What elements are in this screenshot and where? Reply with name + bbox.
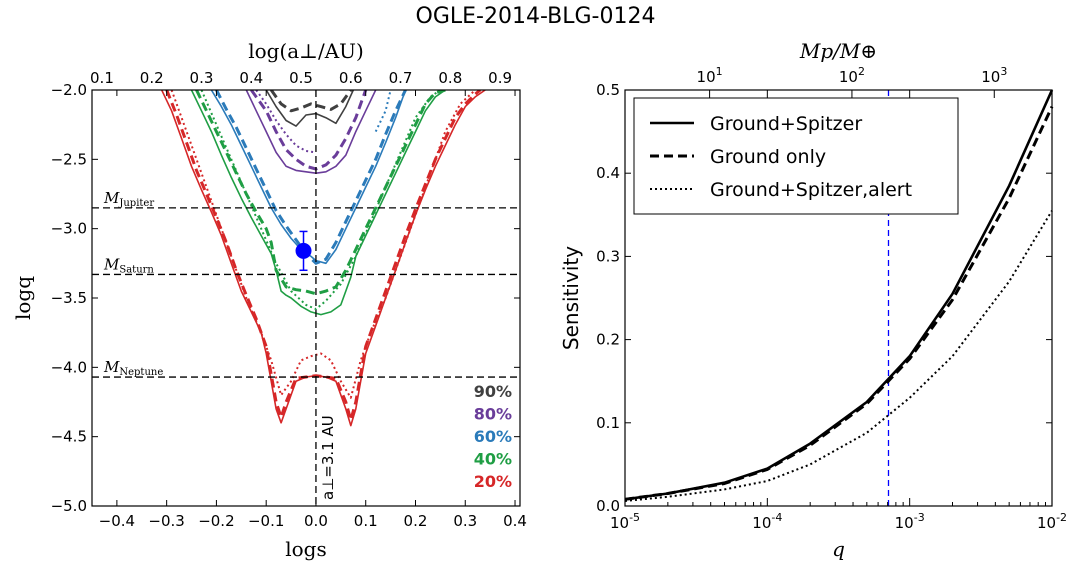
left-plot-frame — [91, 89, 521, 507]
contour-line-90pct-solid-0 — [265, 90, 355, 127]
x-tick-label: 0.1 — [354, 512, 378, 530]
left-series-group — [160, 90, 486, 427]
top-axis-label: Mp/M⊕ — [799, 39, 877, 63]
top-tick-label: 0.4 — [239, 69, 263, 87]
y-tick-label: −2.5 — [51, 150, 87, 168]
figure-title: OGLE-2014-BLG-0124 — [415, 4, 656, 29]
legend-label: Ground+Spitzer,alert — [710, 179, 912, 201]
y-axis-label: Sensitivity — [559, 246, 583, 350]
legend-label-20pct: 20% — [474, 472, 512, 491]
x-tick-label: 0.2 — [404, 512, 428, 530]
x-tick-label: 10-2 — [1037, 511, 1067, 532]
x-axis-label: q — [832, 537, 845, 561]
top-tick-label: 0.6 — [339, 69, 363, 87]
y-axis-label: logq — [11, 276, 35, 320]
y-tick-label: 0.1 — [596, 414, 620, 432]
y-tick-label: 0.3 — [596, 247, 620, 265]
right-plot-frame — [624, 89, 1053, 507]
top-tick-label: 102 — [839, 65, 865, 86]
contour-line-80pct-solid-2 — [245, 90, 377, 174]
top-tick-label: 0.2 — [140, 69, 164, 87]
separation-label: a⊥=3.1 AU — [319, 415, 337, 500]
top-tick-label: 0.1 — [90, 69, 114, 87]
sensitivity-line-dotted — [624, 210, 1053, 502]
y-tick-label: −3.0 — [51, 220, 87, 238]
y-tick-label: 0.0 — [596, 497, 620, 515]
contour-line-20pct-dotted-13 — [170, 90, 476, 399]
contour-line-20pct-dashed-12 — [165, 90, 482, 422]
contour-line-80pct-dashed-3 — [250, 90, 368, 171]
top-tick-label: 0.3 — [190, 69, 214, 87]
contour-line-40pct-dashed-9 — [195, 90, 446, 296]
y-tick-label: 0.5 — [596, 81, 620, 99]
x-tick-label: −0.1 — [248, 512, 284, 530]
left-plot: MJupiter MSaturn MNeptune a⊥=3.1 AU −0.4 −0.3… — [11, 39, 527, 561]
legend-label: Ground only — [710, 146, 826, 168]
x-tick-label: 0.3 — [453, 512, 477, 530]
legend-label: Ground+Spitzer — [710, 113, 862, 135]
planet-point-marker — [295, 242, 312, 259]
y-tick-label: −4.0 — [51, 358, 87, 376]
top-tick-label: 0.9 — [488, 69, 512, 87]
legend: Ground+Spitzer Ground only Ground+Spitzer,… — [633, 97, 959, 215]
top-tick-label: 0.8 — [438, 69, 462, 87]
legend-label-80pct: 80% — [474, 405, 512, 424]
contour-line-40pct-solid-8 — [190, 90, 446, 316]
reference-label-saturn: MSaturn — [103, 255, 154, 275]
y-tick-label: 0.2 — [596, 331, 620, 349]
x-tick-label: 10-3 — [895, 511, 925, 532]
legend-label-40pct: 40% — [474, 450, 512, 469]
y-tick-label: −4.5 — [51, 428, 87, 446]
top-tick-label: 0.5 — [289, 69, 313, 87]
right-plot: 0.0 0.1 0.2 0.3 0.4 0.5 10-5 10-4 10-3 10-2 101 102… — [559, 39, 1067, 561]
x-tick-label: 10-4 — [752, 511, 782, 532]
contour-line-90pct-dashed-1 — [269, 90, 353, 113]
x-tick-label: 0.0 — [304, 512, 328, 530]
y-tick-label: −5.0 — [51, 497, 87, 515]
legend-label-90pct: 90% — [474, 382, 512, 401]
contour-line-60pct-dotted-7 — [374, 90, 392, 133]
contour-line-20pct-solid-11 — [160, 90, 486, 427]
x-tick-label: −0.3 — [148, 512, 184, 530]
x-tick-label: −0.4 — [99, 512, 135, 530]
x-tick-label: −0.2 — [198, 512, 234, 530]
top-tick-label: 0.7 — [389, 69, 413, 87]
y-tick-label: −3.5 — [51, 289, 87, 307]
legend-box — [633, 97, 959, 215]
reference-label-neptune: MNeptune — [103, 358, 163, 378]
x-tick-label: 0.4 — [503, 512, 527, 530]
contour-line-40pct-dotted-10 — [200, 90, 441, 311]
y-tick-label: −2.0 — [51, 81, 87, 99]
y-tick-label: 0.4 — [596, 164, 620, 182]
x-axis-label: logs — [285, 537, 327, 561]
contour-line-60pct-solid-5 — [210, 90, 407, 265]
top-tick-label: 101 — [697, 65, 723, 86]
reference-label-jupiter: MJupiter — [103, 189, 154, 209]
x-tick-label: 10-5 — [610, 511, 640, 532]
contour-line-60pct-dashed-6 — [215, 90, 407, 265]
sensitivity-line-dashed — [624, 105, 1054, 501]
legend-label-60pct: 60% — [474, 427, 512, 446]
top-tick-label: 103 — [981, 65, 1007, 86]
top-axis-label: log(a⊥/AU) — [248, 39, 364, 63]
